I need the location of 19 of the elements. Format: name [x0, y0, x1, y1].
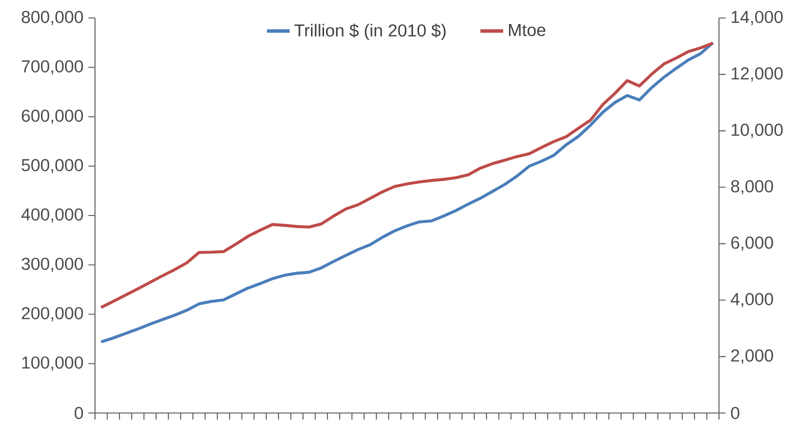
legend-label: Mtoe: [508, 24, 546, 36]
y2-tick-label: 10,000: [732, 124, 783, 138]
y-tick-label: 800,000: [22, 10, 83, 26]
y-tick-label: 700,000: [22, 60, 83, 75]
y-tick-label: 400,000: [21, 208, 83, 223]
y-tick-label: 600,000: [22, 110, 83, 124]
y2-tick-label: 12,000: [732, 67, 783, 82]
legend-label: Trillion $ (in 2010 $): [294, 24, 446, 40]
y2-tick-label: 0: [731, 406, 740, 420]
y-tick-label: 100,000: [22, 356, 83, 371]
y2-tick-label: 8,000: [731, 180, 774, 194]
y2-tick-label: 6,000: [731, 236, 774, 251]
y2-tick-label: 4,000: [730, 292, 774, 308]
y2-tick-label: 14,000: [732, 10, 783, 26]
y-tick-label: 500,000: [22, 158, 83, 174]
y2-tick-label: 2,000: [731, 349, 774, 364]
y-tick-label: 300,000: [22, 258, 83, 272]
y-tick-label: 200,000: [22, 307, 83, 322]
y-tick-label: 0: [74, 406, 83, 420]
